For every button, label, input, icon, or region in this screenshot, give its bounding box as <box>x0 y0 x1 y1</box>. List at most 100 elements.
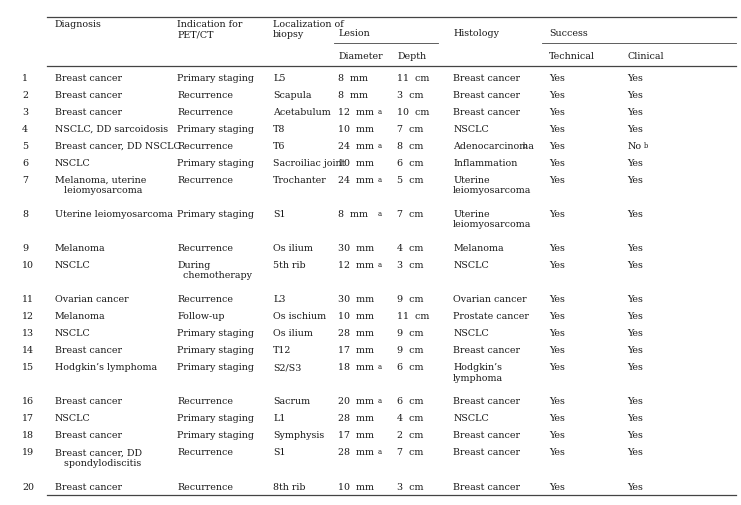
Text: NSCLC: NSCLC <box>55 415 90 423</box>
Text: NSCLC: NSCLC <box>453 329 489 338</box>
Text: 10  mm: 10 mm <box>338 483 374 491</box>
Text: Melanoma: Melanoma <box>55 312 105 321</box>
Text: Yes: Yes <box>549 74 565 83</box>
Text: 15: 15 <box>22 363 34 372</box>
Text: Breast cancer: Breast cancer <box>55 346 122 356</box>
Text: 20: 20 <box>22 483 34 491</box>
Text: Recurrence: Recurrence <box>177 91 233 100</box>
Text: 9  cm: 9 cm <box>397 329 424 338</box>
Text: 4: 4 <box>22 125 28 134</box>
Text: 8  mm: 8 mm <box>338 91 368 100</box>
Text: 18: 18 <box>22 431 34 440</box>
Text: 20  mm: 20 mm <box>338 397 374 407</box>
Text: Breast cancer: Breast cancer <box>55 431 122 440</box>
Text: 7: 7 <box>22 176 28 185</box>
Text: S2/S3: S2/S3 <box>273 363 302 372</box>
Text: Follow-up: Follow-up <box>177 312 225 321</box>
Text: Diagnosis: Diagnosis <box>55 20 102 29</box>
Text: Breast cancer: Breast cancer <box>453 448 520 458</box>
Text: a: a <box>377 108 382 116</box>
Text: 4  cm: 4 cm <box>397 415 423 423</box>
Text: 3: 3 <box>22 108 28 117</box>
Text: Acetabulum: Acetabulum <box>273 108 330 117</box>
Text: Yes: Yes <box>628 312 643 321</box>
Text: Melanoma, uterine
   leiomyosarcoma: Melanoma, uterine leiomyosarcoma <box>55 176 146 195</box>
Text: b: b <box>523 142 528 150</box>
Text: L1: L1 <box>273 415 285 423</box>
Text: Clinical: Clinical <box>628 52 664 61</box>
Text: 30  mm: 30 mm <box>338 295 374 304</box>
Text: Symphysis: Symphysis <box>273 431 325 440</box>
Text: 17: 17 <box>22 415 34 423</box>
Text: 17  mm: 17 mm <box>338 346 374 356</box>
Text: T6: T6 <box>273 142 285 151</box>
Text: 8  cm: 8 cm <box>397 142 423 151</box>
Text: Yes: Yes <box>628 91 643 100</box>
Text: Melanoma: Melanoma <box>55 244 105 253</box>
Text: Recurrence: Recurrence <box>177 483 233 491</box>
Text: 18  mm: 18 mm <box>338 363 374 372</box>
Text: NSCLC: NSCLC <box>55 329 90 338</box>
Text: Os ilium: Os ilium <box>273 329 313 338</box>
Text: Yes: Yes <box>628 176 643 185</box>
Text: Yes: Yes <box>549 295 565 304</box>
Text: Yes: Yes <box>549 397 565 407</box>
Text: 10  mm: 10 mm <box>338 159 374 168</box>
Text: NSCLC: NSCLC <box>453 415 489 423</box>
Text: Breast cancer: Breast cancer <box>453 91 520 100</box>
Text: a: a <box>377 363 382 371</box>
Text: Yes: Yes <box>628 108 643 117</box>
Text: Os ilium: Os ilium <box>273 244 313 253</box>
Text: 3  cm: 3 cm <box>397 261 424 270</box>
Text: Primary staging: Primary staging <box>177 329 254 338</box>
Text: 6  cm: 6 cm <box>397 397 424 407</box>
Text: Sacrum: Sacrum <box>273 397 310 407</box>
Text: 11  cm: 11 cm <box>397 312 430 321</box>
Text: Indication for
PET/CT: Indication for PET/CT <box>177 20 242 39</box>
Text: Recurrence: Recurrence <box>177 176 233 185</box>
Text: 3  cm: 3 cm <box>397 483 424 491</box>
Text: No: No <box>628 142 642 151</box>
Text: 7  cm: 7 cm <box>397 448 423 458</box>
Text: T12: T12 <box>273 346 291 356</box>
Text: Recurrence: Recurrence <box>177 448 233 458</box>
Text: Yes: Yes <box>549 483 565 491</box>
Text: 8: 8 <box>22 210 28 219</box>
Text: Yes: Yes <box>628 210 643 219</box>
Text: Diameter: Diameter <box>338 52 382 61</box>
Text: Uterine leiomyosarcoma: Uterine leiomyosarcoma <box>55 210 173 219</box>
Text: Yes: Yes <box>549 448 565 458</box>
Text: a: a <box>377 210 382 218</box>
Text: 10  mm: 10 mm <box>338 125 374 134</box>
Text: Success: Success <box>549 29 588 38</box>
Text: Primary staging: Primary staging <box>177 159 254 168</box>
Text: 30  mm: 30 mm <box>338 244 374 253</box>
Text: Ovarian cancer: Ovarian cancer <box>55 295 128 304</box>
Text: 10  mm: 10 mm <box>338 312 374 321</box>
Text: Yes: Yes <box>628 415 643 423</box>
Text: a: a <box>377 176 382 184</box>
Text: Breast cancer: Breast cancer <box>55 91 122 100</box>
Text: Yes: Yes <box>549 312 565 321</box>
Text: NSCLC: NSCLC <box>55 159 90 168</box>
Text: Primary staging: Primary staging <box>177 363 254 372</box>
Text: Os ischium: Os ischium <box>273 312 326 321</box>
Text: Primary staging: Primary staging <box>177 415 254 423</box>
Text: 3  cm: 3 cm <box>397 91 424 100</box>
Text: Breast cancer: Breast cancer <box>55 483 122 491</box>
Text: 10  cm: 10 cm <box>397 108 430 117</box>
Text: Technical: Technical <box>549 52 595 61</box>
Text: 14: 14 <box>22 346 34 356</box>
Text: Lesion: Lesion <box>338 29 370 38</box>
Text: a: a <box>377 142 382 150</box>
Text: Yes: Yes <box>549 329 565 338</box>
Text: Yes: Yes <box>628 397 643 407</box>
Text: Yes: Yes <box>549 176 565 185</box>
Text: 5th rib: 5th rib <box>273 261 306 270</box>
Text: b: b <box>644 142 648 150</box>
Text: 28  mm: 28 mm <box>338 415 374 423</box>
Text: 28  mm: 28 mm <box>338 329 374 338</box>
Text: Yes: Yes <box>628 125 643 134</box>
Text: Ovarian cancer: Ovarian cancer <box>453 295 527 304</box>
Text: Histology: Histology <box>453 29 499 38</box>
